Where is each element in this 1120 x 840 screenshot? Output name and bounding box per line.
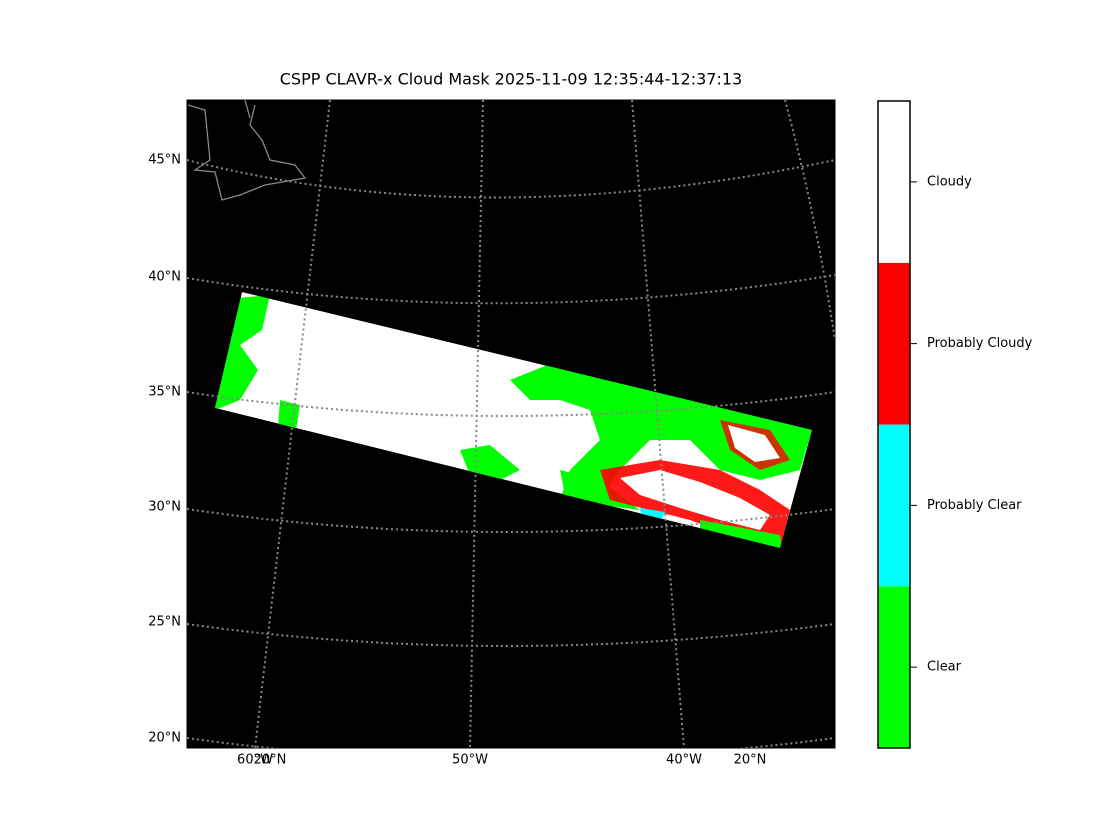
lon-label: 50°W	[452, 753, 488, 768]
colorbar-segment	[878, 262, 910, 425]
map-title: CSPP CLAVR-x Cloud Mask 2025-11-09 12:35…	[280, 70, 742, 89]
colorbar-label: Probably Cloudy	[927, 336, 1033, 351]
lat-label: 45°N	[148, 153, 181, 168]
colorbar-label: Cloudy	[927, 174, 972, 189]
latitude-labels: 45°N 40°N 35°N 30°N 25°N 20°N	[148, 153, 181, 746]
longitude-labels: 60°W20°N 50°W 40°W 20°N	[237, 753, 766, 768]
lon-label: 60°W	[237, 753, 273, 768]
coastline	[187, 100, 307, 201]
colorbar-label: Probably Clear	[927, 498, 1022, 513]
lat-label: 20°N	[148, 731, 181, 746]
lat-label: 40°N	[148, 270, 181, 285]
lat-label: 35°N	[148, 385, 181, 400]
lon-label: 20°N	[254, 753, 287, 768]
lon-label: 20°N	[734, 753, 767, 768]
lat-label: 30°N	[148, 500, 181, 515]
colorbar-frame	[877, 100, 911, 749]
colorbar-segment	[878, 101, 910, 263]
lat-label: 25°N	[148, 615, 181, 630]
colorbar-segment	[878, 586, 910, 748]
colorbar-segment	[878, 424, 910, 587]
colorbar-label: Clear	[927, 660, 962, 675]
lon-label: 40°W	[666, 753, 702, 768]
map-content	[187, 100, 835, 748]
colorbar: Clear Probably Clear Probably Cloudy Cloudy	[877, 100, 1033, 749]
